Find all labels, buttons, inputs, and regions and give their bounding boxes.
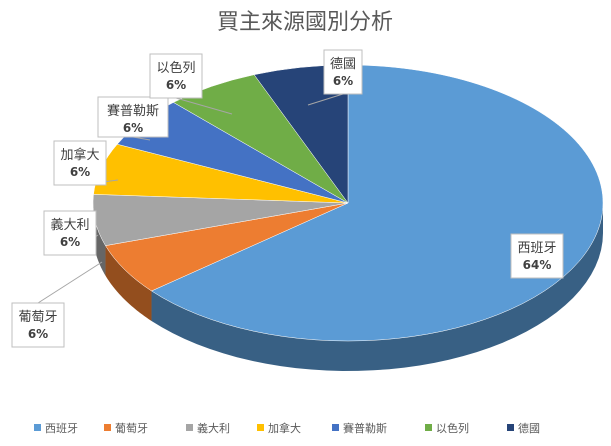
data-labels: 西班牙 64% 葡萄牙 6% 義大利 6% 加拿大 6% 賽普勒斯 6% 以色列 6% 德國 6%: [11, 49, 564, 348]
label-box: [323, 49, 363, 95]
pie-slice-西班牙: [150, 64, 604, 342]
label-category: 以色列: [156, 60, 195, 76]
label-box: [149, 53, 203, 99]
label-percent: 6%: [166, 78, 186, 92]
legend-swatch: [34, 424, 41, 431]
label-category: 賽普勒斯: [107, 103, 159, 119]
label-percent: 64%: [523, 258, 552, 272]
chart-title: 買主來源國別分析: [217, 10, 393, 35]
label-box: [43, 210, 97, 256]
legend-swatch: [186, 424, 193, 431]
pie-side-義大利: [93, 203, 106, 276]
data-label-葡萄牙: 葡萄牙 6%: [11, 261, 103, 348]
data-label-加拿大: 加拿大 6%: [53, 140, 119, 186]
label-percent: 6%: [123, 121, 143, 135]
legend-item-西班牙: 西班牙: [34, 422, 78, 435]
pie-side-西班牙: [151, 203, 603, 371]
label-category: 義大利: [50, 217, 89, 233]
legend-label: 加拿大: [268, 421, 301, 435]
legend-swatch: [332, 424, 339, 431]
legend-label: 西班牙: [45, 422, 78, 435]
leader-line: [175, 97, 233, 115]
label-category: 葡萄牙: [18, 310, 57, 325]
data-label-德國: 德國 6%: [307, 49, 363, 106]
label-percent: 6%: [333, 74, 353, 88]
legend-label: 賽普勒斯: [343, 421, 387, 435]
legend-item-賽普勒斯: 賽普勒斯: [332, 421, 387, 435]
label-category: 加拿大: [60, 147, 99, 163]
legend-item-加拿大: 加拿大: [257, 421, 301, 435]
legend-item-德國: 德國: [507, 421, 540, 435]
legend-item-義大利: 義大利: [186, 421, 230, 435]
data-label-義大利: 義大利 6%: [43, 210, 99, 256]
legend-item-以色列: 以色列: [425, 421, 469, 435]
label-percent: 6%: [28, 327, 48, 341]
pie-sides: [93, 203, 603, 371]
label-box: [53, 140, 107, 186]
legend-swatch: [425, 424, 432, 431]
legend-item-葡萄牙: 葡萄牙: [104, 422, 148, 435]
legend-label: 葡萄牙: [115, 422, 148, 435]
label-box: [510, 233, 564, 279]
data-label-以色列: 以色列 6%: [149, 53, 233, 115]
data-label-西班牙: 西班牙 64%: [510, 233, 564, 279]
leader-line: [37, 261, 103, 304]
label-box: [11, 302, 65, 348]
legend-swatch: [507, 424, 514, 431]
legend-label: 德國: [518, 421, 540, 435]
label-percent: 6%: [70, 165, 90, 179]
pie-tops: [92, 64, 604, 342]
legend-label: 義大利: [197, 421, 230, 435]
legend: 西班牙 葡萄牙 義大利 加拿大 賽普勒斯 以色列 德國: [34, 421, 540, 435]
legend-swatch: [104, 424, 111, 431]
pie-side-葡萄牙: [105, 245, 152, 321]
legend-label: 以色列: [436, 421, 469, 435]
data-label-賽普勒斯: 賽普勒斯 6%: [97, 96, 169, 141]
label-category: 西班牙: [517, 241, 556, 256]
label-box: [97, 96, 169, 138]
label-percent: 6%: [60, 235, 80, 249]
leader-line: [307, 93, 344, 106]
legend-swatch: [257, 424, 264, 431]
label-category: 德國: [330, 57, 356, 72]
